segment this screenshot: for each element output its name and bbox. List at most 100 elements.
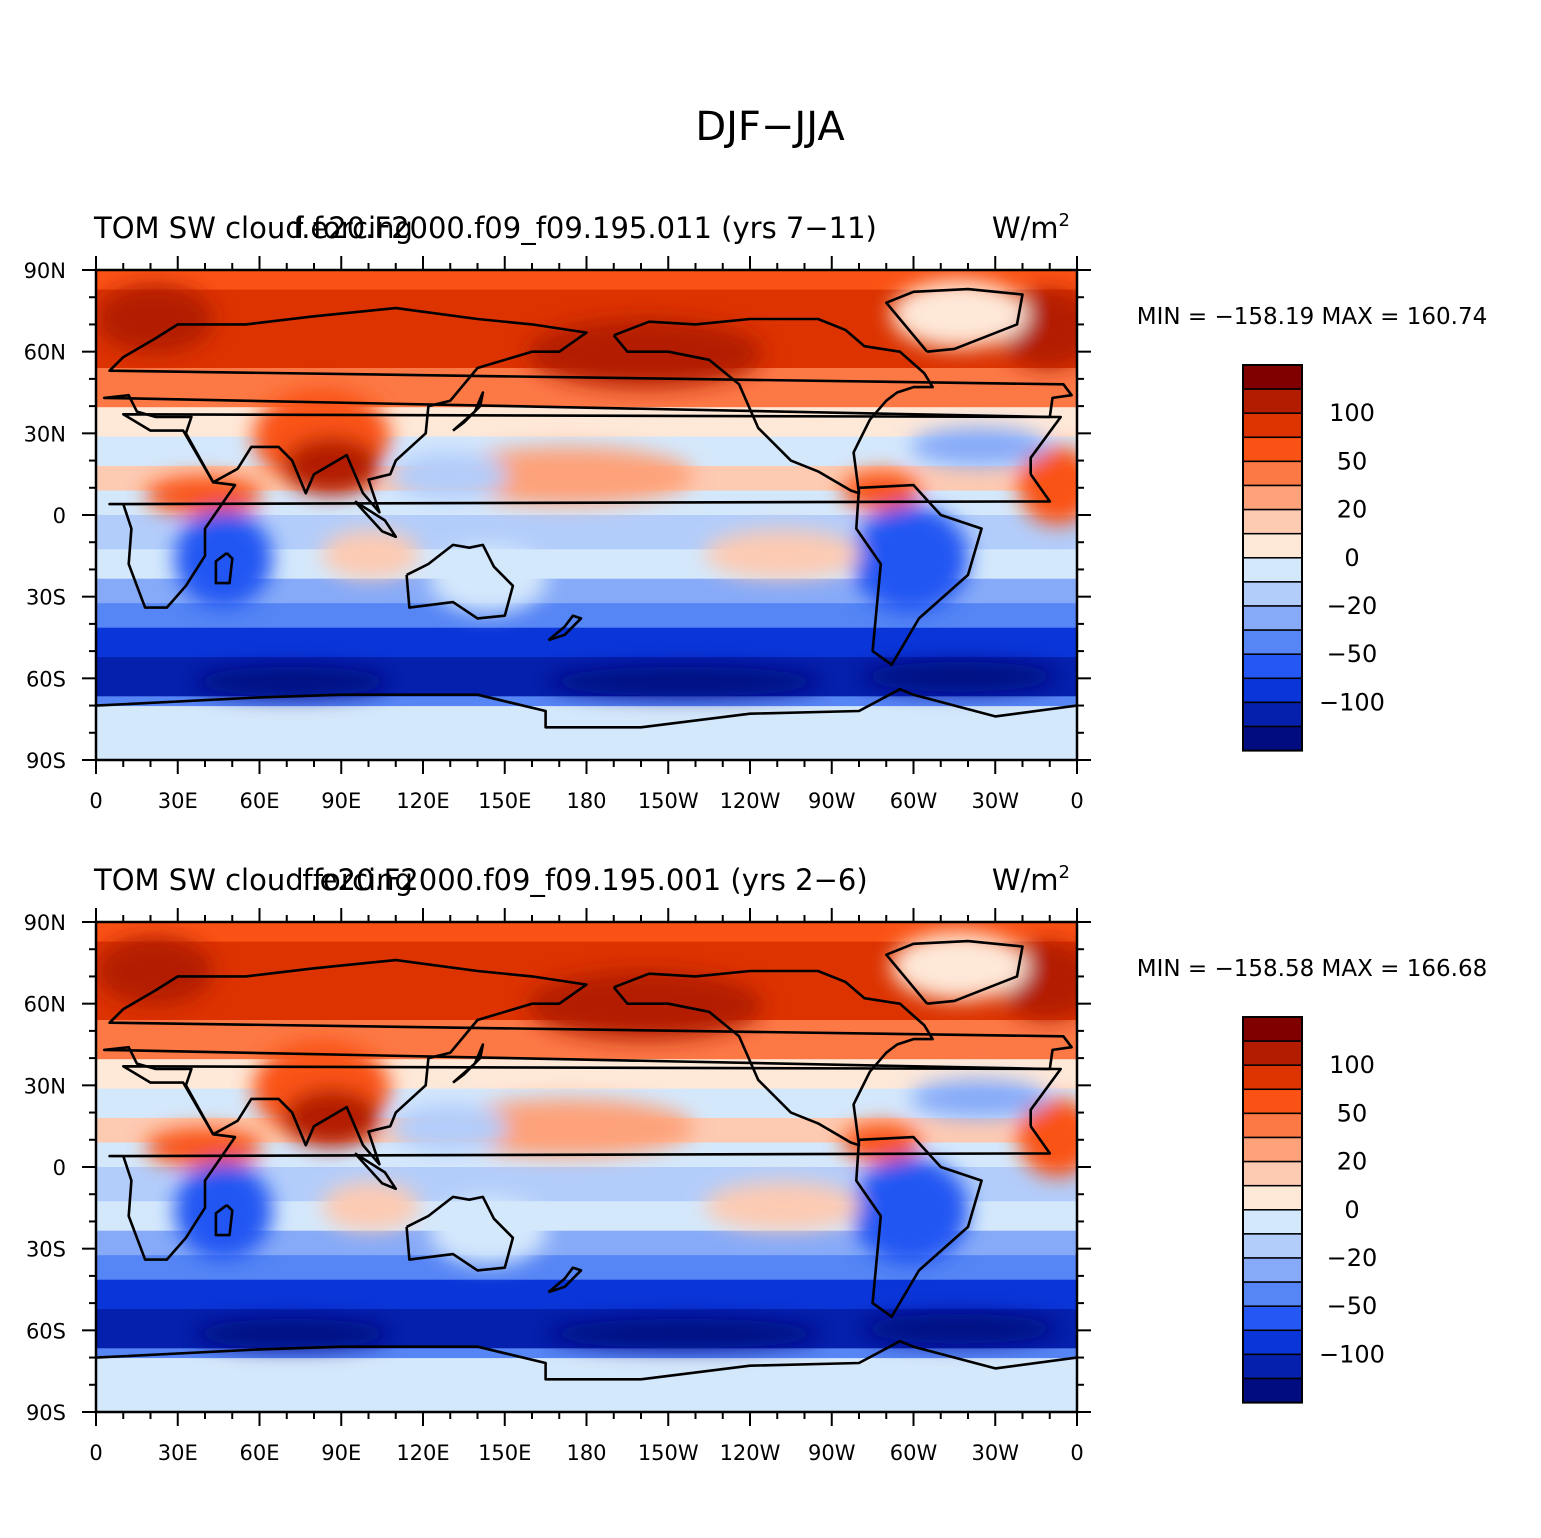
colorbar-swatch [1242, 1329, 1303, 1356]
lon-label: 90E [321, 1441, 361, 1465]
panel-1-stats: MIN = −158.19 MAX = 160.74 [1137, 304, 1488, 330]
colorbar-swatch [1242, 653, 1303, 680]
colorbar-1: 100 50 20 0 −20 −50 −100 [1242, 364, 1385, 752]
lon-label: 0 [1070, 1441, 1083, 1465]
coastline [405, 1195, 515, 1272]
colorbar-label: −20 [1327, 592, 1378, 620]
field-anomaly [194, 666, 391, 697]
colorbar-swatch [1242, 388, 1303, 414]
lat-label: 30S [26, 1238, 66, 1262]
field-anomaly [390, 451, 509, 501]
panel-2-left-title: TOM SW cloud forcing [93, 863, 413, 897]
field-anomaly [841, 470, 921, 511]
lon-label: 180 [566, 1441, 606, 1465]
colorbar-swatch [1242, 605, 1303, 631]
lat-label: 60S [26, 667, 66, 691]
colorbar-swatch [1242, 1209, 1303, 1235]
panel-2-stats: MIN = −158.58 MAX = 166.68 [1137, 956, 1488, 982]
colorbar-swatch [1242, 1281, 1303, 1307]
colorbar-swatch [1242, 1233, 1303, 1259]
colorbar-label: 50 [1337, 447, 1368, 475]
field-anomaly [1018, 446, 1077, 525]
colorbar-label: 0 [1344, 1196, 1359, 1224]
map-panel-1: TOM SW cloud forcing f.e20.F2000.f09_f09… [24, 210, 1488, 813]
lon-label: 0 [1070, 789, 1083, 813]
colorbar-swatch [1242, 701, 1303, 728]
coastline [612, 317, 934, 495]
colorbar-swatch [1242, 725, 1303, 752]
field-anomaly [890, 931, 1028, 1001]
coastline [102, 958, 1073, 1166]
lon-label: 60E [240, 1441, 280, 1465]
colorbar-label: −50 [1327, 1292, 1378, 1320]
colorbar-swatch [1242, 1353, 1303, 1380]
lat-label: 0 [53, 1156, 66, 1180]
field-anomaly [174, 510, 273, 609]
colorbar-swatch [1242, 436, 1303, 463]
coastline [108, 413, 1062, 609]
map-panel-2: TOM SW cloud forcing f.e20.F2000.f09_f09… [24, 862, 1488, 1465]
field-band [96, 696, 1077, 708]
lon-label: 150W [638, 789, 699, 813]
axis-ticks-2 [82, 908, 1091, 1426]
lon-label: 120E [396, 1441, 449, 1465]
field-anomaly [704, 1181, 862, 1231]
lon-label: 30E [158, 789, 198, 813]
axis-ticks-1 [82, 256, 1091, 774]
lon-label: 30E [158, 1441, 198, 1465]
lon-label: 180 [566, 789, 606, 813]
field-anomaly [429, 1196, 548, 1265]
lat-label: 90S [26, 749, 66, 773]
field-anomaly [174, 1162, 273, 1261]
contour-field-2 [96, 922, 1077, 1412]
map-field-2 [96, 922, 1077, 1412]
lat-labels-2: 90N 60N 30N 0 30S 60S 90S [24, 911, 66, 1425]
lat-label: 60S [26, 1319, 66, 1343]
colorbar-swatch [1242, 1040, 1303, 1066]
figure-title: DJF−JJA [695, 104, 845, 150]
coastline [353, 1152, 398, 1191]
field-anomaly [321, 1181, 420, 1231]
colorbar-swatch [1242, 1257, 1303, 1283]
lon-label: 120E [396, 789, 449, 813]
panel-1-left-title: TOM SW cloud forcing [93, 211, 413, 245]
lon-label: 30W [972, 1441, 1020, 1465]
colorbar-label: 0 [1344, 544, 1359, 572]
colorbar-label: −20 [1327, 1244, 1378, 1272]
lon-label: 90W [808, 789, 856, 813]
lat-label: 90S [26, 1401, 66, 1425]
panel-2-center-title: f.e20.F2000.f09_f09.195.001 (yrs 2−6) [302, 863, 867, 897]
colorbar-swatch [1242, 412, 1303, 439]
lon-label: 90W [808, 1441, 856, 1465]
lon-label: 90E [321, 789, 361, 813]
colorbar-swatch [1242, 1064, 1303, 1091]
coastline [214, 552, 234, 585]
field-anomaly [861, 662, 1058, 692]
coastline [612, 969, 934, 1147]
field-anomaly [194, 1318, 391, 1349]
field-band [96, 627, 1077, 659]
colorbar-label: 50 [1337, 1099, 1368, 1127]
lat-label: 90N [24, 911, 66, 935]
colorbar-frame [1242, 1016, 1303, 1404]
coastline [855, 483, 983, 666]
lat-label: 30S [26, 586, 66, 610]
field-anomaly [390, 1103, 509, 1153]
colorbar-label: 20 [1337, 1148, 1368, 1176]
lat-label: 60N [24, 993, 66, 1017]
colorbar-swatch [1242, 1088, 1303, 1115]
field-anomaly [527, 319, 764, 388]
field-band [96, 922, 1077, 943]
coastline [214, 1204, 234, 1237]
coastline [452, 391, 485, 432]
panel-1-center-title: f.e20.F2000.f09_f09.195.011 (yrs 7−11) [293, 211, 877, 245]
colorbar-swatch [1242, 508, 1303, 535]
lat-label: 60N [24, 341, 66, 365]
colorbar-swatch [1242, 1136, 1303, 1163]
lon-label: 120W [720, 789, 781, 813]
lon-label: 0 [89, 789, 102, 813]
coastline [102, 306, 1073, 514]
colorbar-swatch [1242, 677, 1303, 704]
coastline [405, 543, 515, 620]
colorbar-label: 100 [1329, 399, 1375, 427]
